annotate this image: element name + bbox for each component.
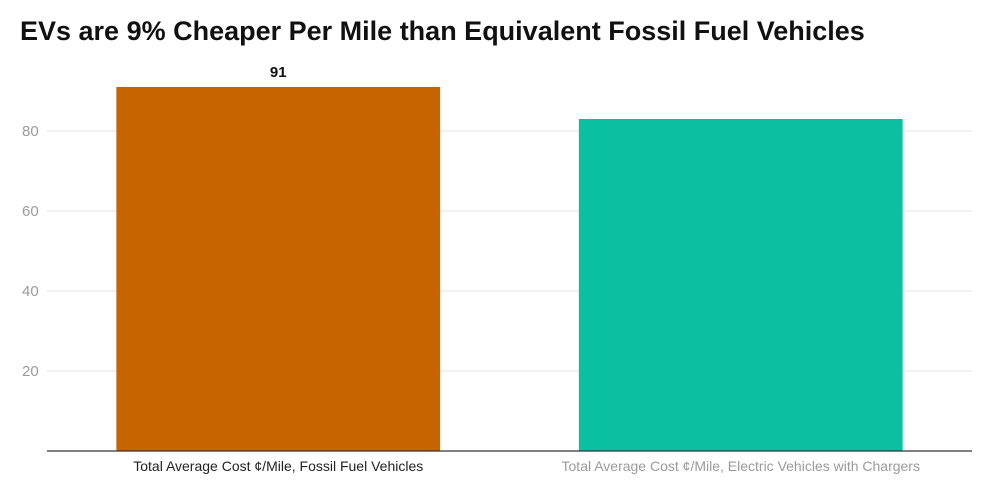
- category-label: Total Average Cost ¢/Mile, Electric Vehi…: [562, 458, 920, 474]
- bar-1: [116, 87, 441, 451]
- y-tick-label: 40: [22, 283, 39, 300]
- y-tick-label: 60: [22, 203, 39, 220]
- category-label: Total Average Cost ¢/Mile, Fossil Fuel V…: [133, 458, 423, 474]
- y-tick-label: 80: [22, 123, 39, 140]
- bar-2: [578, 119, 903, 451]
- chart-title: EVs are 9% Cheaper Per Mile than Equival…: [20, 16, 865, 46]
- bars: [116, 87, 903, 451]
- data-label: 91: [270, 64, 287, 81]
- labels: 20 40 60 80 Total Average Cost ¢/Mile, Fossi…: [22, 64, 920, 474]
- y-tick-label: 20: [22, 363, 39, 380]
